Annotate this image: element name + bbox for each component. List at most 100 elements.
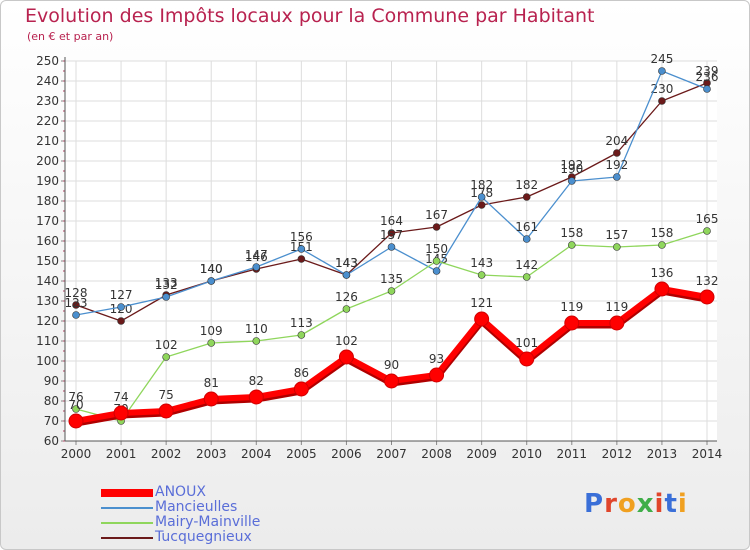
data-point-mancieulles [72, 311, 80, 319]
data-point-mancieulles [387, 243, 396, 251]
x-tick-label: 2001 [106, 447, 137, 461]
data-label-mancieulles: 190 [560, 162, 583, 176]
legend-item: Mancieulles [101, 499, 301, 515]
chart-subtitle: (en € et par an) [27, 30, 114, 43]
data-label-tucquegnieux: 164 [380, 214, 403, 228]
y-tick-label: 170 [36, 214, 59, 228]
data-label-anoux: 86 [294, 366, 309, 380]
data-point-anoux [564, 315, 580, 331]
data-point-mairy-mainville [297, 331, 306, 339]
data-point-mancieulles [297, 245, 306, 253]
data-point-anoux [248, 389, 264, 405]
data-point-mancieulles [207, 277, 216, 285]
data-label-tucquegnieux: 146 [245, 250, 268, 264]
data-point-mancieulles [432, 267, 441, 275]
data-label-tucquegnieux: 133 [155, 276, 178, 290]
data-label-mairy-mainville: 126 [335, 290, 358, 304]
legend: ANOUX Mancieulles Mairy-Mainville Tucquegni… [101, 484, 301, 545]
y-tick-label: 60 [44, 434, 59, 448]
data-point-tucquegnieux [613, 149, 621, 157]
data-point-mancieulles [117, 303, 125, 311]
y-tick-label: 250 [36, 54, 59, 68]
data-label-mancieulles: 147 [245, 248, 268, 262]
data-point-mairy-mainville [703, 227, 711, 235]
logo-letter: t [664, 489, 678, 519]
y-tick-label: 140 [36, 274, 59, 288]
data-point-mancieulles [162, 293, 170, 301]
x-tick-label: 2004 [241, 447, 272, 461]
logo-letter: o [617, 489, 637, 519]
data-point-anoux [338, 349, 354, 365]
y-tick-label: 120 [36, 314, 59, 328]
legend-label: Mairy-Mainville [155, 514, 261, 530]
data-label-mairy-mainville: 110 [245, 322, 268, 336]
data-label-anoux: 93 [429, 352, 444, 366]
data-point-anoux [293, 381, 309, 397]
legend-label: Tucquegnieux [155, 529, 252, 545]
data-point-tucquegnieux [387, 229, 396, 237]
legend-item: Tucquegnieux [101, 529, 301, 545]
data-label-tucquegnieux: 182 [515, 178, 538, 192]
data-point-mairy-mainville [72, 405, 80, 413]
data-label-anoux: 90 [384, 358, 399, 372]
y-tick-label: 130 [36, 294, 59, 308]
data-point-mairy-mainville [432, 257, 441, 265]
legend-item: ANOUX [101, 484, 301, 500]
data-label-mairy-mainville: 109 [200, 324, 223, 338]
data-label-anoux: 75 [159, 388, 174, 402]
data-point-tucquegnieux [72, 301, 80, 309]
data-point-anoux [429, 367, 445, 383]
data-label-mancieulles: 236 [696, 70, 719, 84]
data-label-mancieulles: 132 [155, 278, 178, 292]
logo-letter: i [677, 489, 688, 519]
x-tick-label: 2012 [602, 447, 633, 461]
data-point-mairy-mainville [658, 241, 666, 249]
data-point-mancieulles [613, 173, 621, 181]
data-point-mairy-mainville [477, 271, 486, 279]
logo-letter: P [584, 489, 605, 519]
y-tick-label: 210 [36, 134, 59, 148]
x-tick-label: 2007 [376, 447, 407, 461]
data-label-anoux: 136 [650, 266, 673, 280]
plot-area: 60 70 80 90 100 110 120 130 140 150 160 170 180 190 20… [36, 52, 723, 461]
data-label-mairy-mainville: 165 [696, 212, 719, 226]
data-label-anoux: 74 [113, 390, 128, 404]
data-label-mancieulles: 156 [290, 230, 313, 244]
data-point-mairy-mainville [162, 353, 170, 361]
x-tick-label: 2010 [511, 447, 542, 461]
data-label-mairy-mainville: 135 [380, 272, 403, 286]
x-tick-label: 2014 [692, 447, 723, 461]
data-point-tucquegnieux [117, 317, 125, 325]
y-tick-label: 150 [36, 254, 59, 268]
y-tick-label: 190 [36, 174, 59, 188]
data-label-mancieulles: 245 [650, 52, 673, 66]
data-point-anoux [113, 405, 129, 421]
data-point-anoux [384, 373, 399, 389]
data-label-mancieulles: 182 [470, 178, 493, 192]
data-point-mancieulles [342, 271, 351, 279]
data-point-anoux [68, 413, 84, 429]
y-tick-label: 180 [36, 194, 59, 208]
data-label-tucquegnieux: 167 [425, 208, 448, 222]
data-label-tucquegnieux: 239 [696, 64, 719, 78]
data-label-mancieulles: 123 [65, 296, 88, 310]
data-point-anoux [609, 315, 625, 331]
y-tick-label: 80 [44, 394, 59, 408]
data-point-mairy-mainville [387, 287, 396, 295]
data-point-tucquegnieux [297, 255, 306, 263]
x-tick-label: 2005 [286, 447, 317, 461]
data-point-mancieulles [522, 235, 531, 243]
data-label-tucquegnieux: 143 [335, 256, 358, 270]
legend-swatch [101, 522, 153, 524]
data-label-mancieulles: 127 [110, 288, 133, 302]
data-point-mairy-mainville [613, 243, 621, 251]
data-point-mancieulles [703, 85, 711, 93]
data-label-mancieulles: 157 [380, 228, 403, 242]
x-tick-label: 2000 [61, 447, 92, 461]
data-label-tucquegnieux: 140 [200, 262, 223, 276]
data-label-mairy-mainville: 158 [560, 226, 583, 240]
data-point-anoux [203, 391, 219, 407]
logo-letter: i [654, 489, 665, 519]
data-point-anoux [654, 281, 670, 297]
data-point-mancieulles [252, 263, 261, 271]
